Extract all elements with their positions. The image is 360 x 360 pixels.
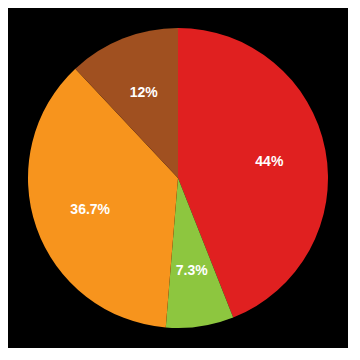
svg-text:44%: 44% — [255, 153, 284, 169]
svg-text:12%: 12% — [130, 84, 159, 100]
svg-text:7.3%: 7.3% — [176, 262, 208, 278]
svg-text:36.7%: 36.7% — [70, 201, 110, 217]
